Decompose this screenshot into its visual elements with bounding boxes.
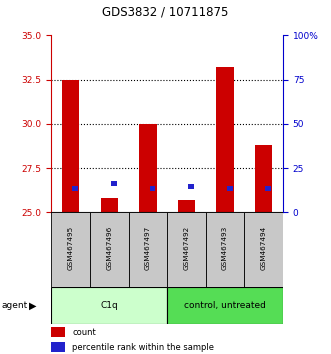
Bar	[216, 67, 234, 212]
Bar	[244, 212, 283, 287]
Bar	[167, 287, 283, 324]
Bar	[72, 186, 78, 191]
Bar	[51, 287, 167, 324]
Text: GSM467495: GSM467495	[68, 226, 73, 270]
Text: GSM467494: GSM467494	[261, 226, 267, 270]
Bar	[178, 200, 195, 212]
Bar	[265, 186, 271, 191]
Bar	[188, 184, 194, 189]
Bar	[101, 198, 118, 212]
Text: control, untreated: control, untreated	[184, 301, 266, 310]
Bar	[51, 212, 90, 287]
Text: ▶: ▶	[29, 300, 37, 310]
Bar	[150, 186, 155, 191]
Bar	[227, 186, 233, 191]
Bar	[51, 342, 65, 353]
Text: GSM467497: GSM467497	[145, 226, 151, 270]
Text: GSM467492: GSM467492	[183, 226, 189, 270]
Text: agent: agent	[2, 301, 28, 310]
Bar	[255, 145, 272, 212]
Bar	[206, 212, 244, 287]
Bar	[139, 124, 157, 212]
Text: percentile rank within the sample: percentile rank within the sample	[72, 343, 214, 352]
Bar	[62, 80, 79, 212]
Bar	[90, 212, 128, 287]
Bar	[51, 327, 65, 337]
Text: C1q: C1q	[100, 301, 118, 310]
Text: GDS3832 / 10711875: GDS3832 / 10711875	[102, 5, 229, 18]
Text: GSM467496: GSM467496	[106, 226, 112, 270]
Bar	[128, 212, 167, 287]
Bar	[167, 212, 206, 287]
Text: count: count	[72, 328, 96, 337]
Text: GSM467493: GSM467493	[222, 226, 228, 270]
Bar	[111, 181, 117, 186]
